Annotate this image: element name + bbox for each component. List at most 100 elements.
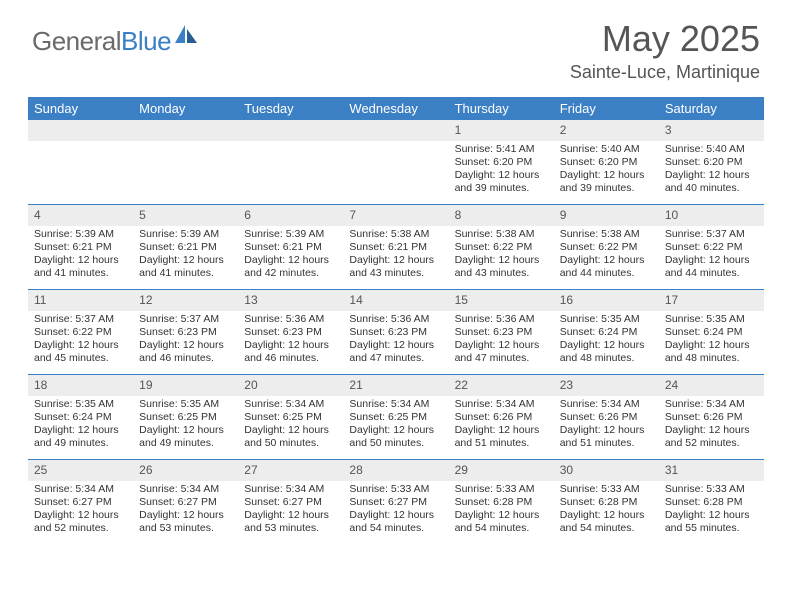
sunrise-line: Sunrise: 5:33 AM bbox=[455, 483, 548, 496]
calendar: Sunday Monday Tuesday Wednesday Thursday… bbox=[28, 97, 764, 544]
day-cell: 26Sunrise: 5:34 AMSunset: 6:27 PMDayligh… bbox=[133, 460, 238, 544]
day-number: 9 bbox=[554, 205, 659, 226]
sunrise-line: Sunrise: 5:33 AM bbox=[349, 483, 442, 496]
sunrise-line: Sunrise: 5:34 AM bbox=[349, 398, 442, 411]
day-cell bbox=[28, 120, 133, 204]
sunset-line: Sunset: 6:25 PM bbox=[244, 411, 337, 424]
weekday-fri: Friday bbox=[554, 97, 659, 120]
day-number: 7 bbox=[343, 205, 448, 226]
day-number: 12 bbox=[133, 290, 238, 311]
sunrise-line: Sunrise: 5:35 AM bbox=[665, 313, 758, 326]
sunset-line: Sunset: 6:26 PM bbox=[560, 411, 653, 424]
day-body: Sunrise: 5:39 AMSunset: 6:21 PMDaylight:… bbox=[28, 226, 133, 285]
weekday-header-row: Sunday Monday Tuesday Wednesday Thursday… bbox=[28, 97, 764, 120]
day-body: Sunrise: 5:33 AMSunset: 6:28 PMDaylight:… bbox=[554, 481, 659, 540]
day-cell: 16Sunrise: 5:35 AMSunset: 6:24 PMDayligh… bbox=[554, 290, 659, 374]
sunrise-line: Sunrise: 5:35 AM bbox=[139, 398, 232, 411]
day-cell: 6Sunrise: 5:39 AMSunset: 6:21 PMDaylight… bbox=[238, 205, 343, 289]
sunset-line: Sunset: 6:27 PM bbox=[139, 496, 232, 509]
sunset-line: Sunset: 6:28 PM bbox=[560, 496, 653, 509]
day-cell: 9Sunrise: 5:38 AMSunset: 6:22 PMDaylight… bbox=[554, 205, 659, 289]
sunset-line: Sunset: 6:23 PM bbox=[244, 326, 337, 339]
sunrise-line: Sunrise: 5:39 AM bbox=[244, 228, 337, 241]
daylight-line: Daylight: 12 hours and 47 minutes. bbox=[455, 339, 548, 365]
day-number: 22 bbox=[449, 375, 554, 396]
daylight-line: Daylight: 12 hours and 48 minutes. bbox=[665, 339, 758, 365]
day-cell: 31Sunrise: 5:33 AMSunset: 6:28 PMDayligh… bbox=[659, 460, 764, 544]
sunrise-line: Sunrise: 5:37 AM bbox=[34, 313, 127, 326]
sunset-line: Sunset: 6:20 PM bbox=[560, 156, 653, 169]
day-body: Sunrise: 5:36 AMSunset: 6:23 PMDaylight:… bbox=[238, 311, 343, 370]
day-cell: 8Sunrise: 5:38 AMSunset: 6:22 PMDaylight… bbox=[449, 205, 554, 289]
daylight-line: Daylight: 12 hours and 53 minutes. bbox=[139, 509, 232, 535]
day-cell: 1Sunrise: 5:41 AMSunset: 6:20 PMDaylight… bbox=[449, 120, 554, 204]
daylight-line: Daylight: 12 hours and 44 minutes. bbox=[560, 254, 653, 280]
daylight-line: Daylight: 12 hours and 50 minutes. bbox=[244, 424, 337, 450]
day-number: 5 bbox=[133, 205, 238, 226]
day-body: Sunrise: 5:35 AMSunset: 6:24 PMDaylight:… bbox=[28, 396, 133, 455]
day-number: 15 bbox=[449, 290, 554, 311]
day-cell: 29Sunrise: 5:33 AMSunset: 6:28 PMDayligh… bbox=[449, 460, 554, 544]
daylight-line: Daylight: 12 hours and 54 minutes. bbox=[560, 509, 653, 535]
sunrise-line: Sunrise: 5:36 AM bbox=[244, 313, 337, 326]
day-number-empty bbox=[343, 120, 448, 141]
weekday-tue: Tuesday bbox=[238, 97, 343, 120]
sunset-line: Sunset: 6:22 PM bbox=[455, 241, 548, 254]
day-body: Sunrise: 5:33 AMSunset: 6:28 PMDaylight:… bbox=[659, 481, 764, 540]
sunset-line: Sunset: 6:28 PM bbox=[665, 496, 758, 509]
sunset-line: Sunset: 6:21 PM bbox=[244, 241, 337, 254]
sunrise-line: Sunrise: 5:34 AM bbox=[244, 483, 337, 496]
sunset-line: Sunset: 6:27 PM bbox=[349, 496, 442, 509]
day-body: Sunrise: 5:37 AMSunset: 6:22 PMDaylight:… bbox=[28, 311, 133, 370]
day-body: Sunrise: 5:34 AMSunset: 6:26 PMDaylight:… bbox=[449, 396, 554, 455]
day-body: Sunrise: 5:33 AMSunset: 6:27 PMDaylight:… bbox=[343, 481, 448, 540]
day-body: Sunrise: 5:35 AMSunset: 6:25 PMDaylight:… bbox=[133, 396, 238, 455]
weekday-sat: Saturday bbox=[659, 97, 764, 120]
daylight-line: Daylight: 12 hours and 49 minutes. bbox=[34, 424, 127, 450]
sunset-line: Sunset: 6:21 PM bbox=[139, 241, 232, 254]
daylight-line: Daylight: 12 hours and 55 minutes. bbox=[665, 509, 758, 535]
day-number: 6 bbox=[238, 205, 343, 226]
day-number: 24 bbox=[659, 375, 764, 396]
daylight-line: Daylight: 12 hours and 47 minutes. bbox=[349, 339, 442, 365]
daylight-line: Daylight: 12 hours and 51 minutes. bbox=[455, 424, 548, 450]
sunset-line: Sunset: 6:23 PM bbox=[455, 326, 548, 339]
day-cell: 23Sunrise: 5:34 AMSunset: 6:26 PMDayligh… bbox=[554, 375, 659, 459]
day-body: Sunrise: 5:37 AMSunset: 6:23 PMDaylight:… bbox=[133, 311, 238, 370]
day-cell: 20Sunrise: 5:34 AMSunset: 6:25 PMDayligh… bbox=[238, 375, 343, 459]
sunrise-line: Sunrise: 5:36 AM bbox=[349, 313, 442, 326]
day-cell: 15Sunrise: 5:36 AMSunset: 6:23 PMDayligh… bbox=[449, 290, 554, 374]
weekday-thu: Thursday bbox=[449, 97, 554, 120]
logo: GeneralBlue bbox=[32, 26, 199, 57]
day-body: Sunrise: 5:34 AMSunset: 6:27 PMDaylight:… bbox=[133, 481, 238, 540]
day-cell: 13Sunrise: 5:36 AMSunset: 6:23 PMDayligh… bbox=[238, 290, 343, 374]
day-number: 2 bbox=[554, 120, 659, 141]
sunrise-line: Sunrise: 5:35 AM bbox=[34, 398, 127, 411]
sunset-line: Sunset: 6:25 PM bbox=[349, 411, 442, 424]
sunrise-line: Sunrise: 5:38 AM bbox=[455, 228, 548, 241]
day-cell: 12Sunrise: 5:37 AMSunset: 6:23 PMDayligh… bbox=[133, 290, 238, 374]
day-number: 16 bbox=[554, 290, 659, 311]
day-body: Sunrise: 5:40 AMSunset: 6:20 PMDaylight:… bbox=[554, 141, 659, 200]
sunset-line: Sunset: 6:22 PM bbox=[665, 241, 758, 254]
daylight-line: Daylight: 12 hours and 39 minutes. bbox=[455, 169, 548, 195]
day-cell: 19Sunrise: 5:35 AMSunset: 6:25 PMDayligh… bbox=[133, 375, 238, 459]
sunset-line: Sunset: 6:24 PM bbox=[665, 326, 758, 339]
daylight-line: Daylight: 12 hours and 43 minutes. bbox=[455, 254, 548, 280]
day-cell: 14Sunrise: 5:36 AMSunset: 6:23 PMDayligh… bbox=[343, 290, 448, 374]
sunset-line: Sunset: 6:23 PM bbox=[139, 326, 232, 339]
sunrise-line: Sunrise: 5:35 AM bbox=[560, 313, 653, 326]
day-number: 27 bbox=[238, 460, 343, 481]
header: GeneralBlue May 2025 Sainte-Luce, Martin… bbox=[0, 0, 792, 91]
sunset-line: Sunset: 6:28 PM bbox=[455, 496, 548, 509]
logo-text: GeneralBlue bbox=[32, 26, 171, 57]
daylight-line: Daylight: 12 hours and 53 minutes. bbox=[244, 509, 337, 535]
day-number: 23 bbox=[554, 375, 659, 396]
day-number: 18 bbox=[28, 375, 133, 396]
day-number: 10 bbox=[659, 205, 764, 226]
sunset-line: Sunset: 6:24 PM bbox=[34, 411, 127, 424]
weekday-mon: Monday bbox=[133, 97, 238, 120]
day-cell: 27Sunrise: 5:34 AMSunset: 6:27 PMDayligh… bbox=[238, 460, 343, 544]
daylight-line: Daylight: 12 hours and 50 minutes. bbox=[349, 424, 442, 450]
day-number: 29 bbox=[449, 460, 554, 481]
